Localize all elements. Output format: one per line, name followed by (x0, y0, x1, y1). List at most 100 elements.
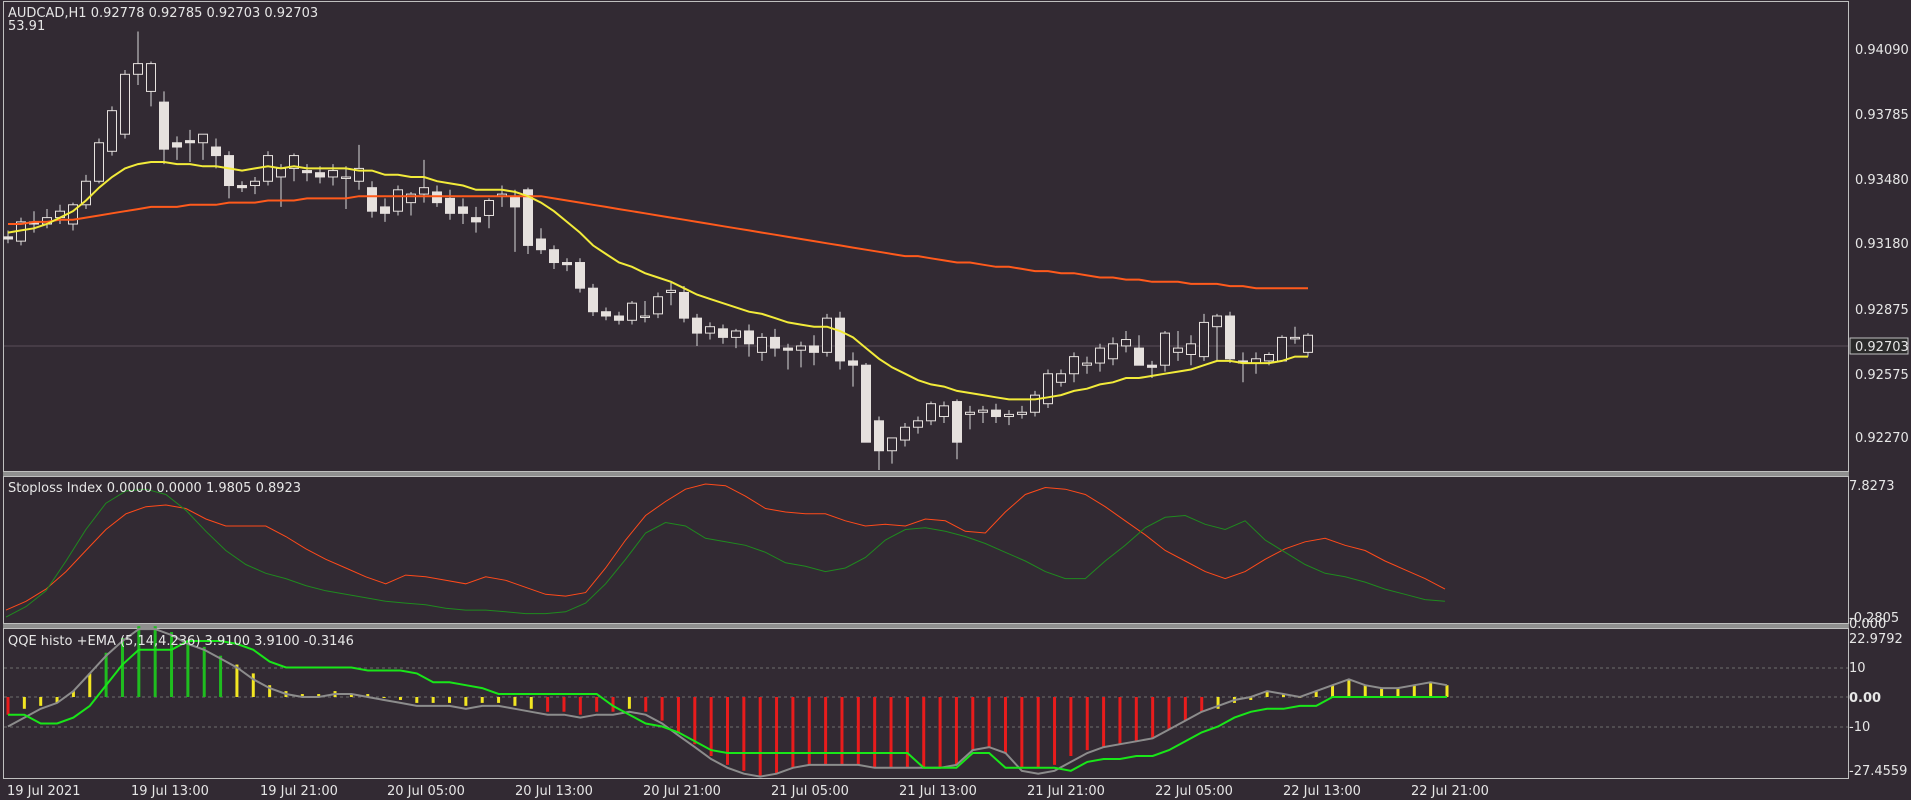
qqe-histogram-bar (856, 697, 860, 765)
qqe-10-label: 10 (1849, 661, 1866, 676)
qqe-histogram-bar (382, 697, 386, 698)
candle-body (107, 110, 117, 152)
candle-body (3, 236, 13, 240)
candle-body (549, 249, 559, 264)
qqe-histogram-bar (775, 697, 779, 774)
candle-body (731, 330, 741, 338)
qqe-histogram-bar (1036, 697, 1040, 768)
qqe-panel-frame (3, 628, 1849, 779)
candle-body (1212, 315, 1222, 328)
qqe-histogram-bar (170, 632, 174, 697)
candle-body (471, 217, 481, 223)
candle-body (211, 146, 221, 157)
candle-body (159, 101, 169, 150)
candle-body (783, 347, 793, 351)
qqe-histogram-bar (1429, 682, 1433, 697)
candle-body (861, 364, 871, 443)
candle-body (341, 176, 351, 179)
qqe-histogram-bar (1380, 688, 1384, 697)
ma-slow-line (8, 195, 1308, 290)
candle-body (393, 189, 403, 212)
qqe-histogram-bar (251, 673, 255, 697)
candle-body (822, 317, 832, 353)
candle-body (1056, 373, 1066, 383)
candle-body (614, 315, 624, 321)
qqe-histogram-bar (186, 640, 190, 697)
qqe-histogram-bar (22, 697, 26, 709)
qqe-histogram-bar (726, 697, 729, 765)
time-label: 19 Jul 2021 (7, 784, 81, 799)
qqe-histogram-bar (448, 697, 452, 703)
qqe-histogram-bar (905, 697, 909, 768)
qqe-histogram-bar (71, 691, 75, 697)
candle-body (900, 426, 910, 441)
candle-body (328, 170, 338, 178)
time-label: 21 Jul 05:00 (771, 784, 849, 799)
main-header: AUDCAD,H1 0.92778 0.92785 0.92703 0.9270… (8, 6, 318, 21)
candle-body (809, 345, 819, 353)
qqe-histogram-bar (137, 626, 141, 697)
candle-body (523, 189, 533, 246)
candles-group (3, 31, 1313, 470)
stoploss-series-line (5, 483, 1446, 611)
qqe-histogram-bar (398, 697, 402, 700)
candle-body (367, 187, 377, 212)
qqe-histogram-bar (235, 664, 239, 697)
candle-body (926, 403, 936, 422)
stoploss-qqe-separator[interactable] (3, 624, 1849, 628)
qqe-histogram-bar (758, 697, 762, 777)
time-label: 20 Jul 21:00 (643, 784, 721, 799)
moving-averages-group (7, 161, 1308, 401)
candle-body (1264, 354, 1274, 362)
candle-body (601, 311, 611, 317)
qqe-histogram-bar (1151, 697, 1155, 739)
qqe-histogram-bar (1069, 697, 1073, 756)
qqe-histogram-bar (88, 673, 92, 697)
candle-body (172, 142, 182, 148)
qqe-histogram-bar (1265, 691, 1269, 697)
qqe-histogram-bar (39, 697, 43, 706)
stoploss-zero-label: 0.000 (1849, 617, 1886, 632)
current-price-label: 0.92703 (1855, 340, 1909, 355)
qqe-histogram-bar (219, 655, 223, 697)
qqe-histogram-bar (742, 697, 746, 771)
qqe-histogram-bar (1249, 697, 1253, 700)
candle-body (562, 262, 572, 266)
qqe-histogram-bar (1053, 697, 1057, 765)
candle-body (133, 63, 143, 75)
price-label: 0.92270 (1855, 431, 1909, 446)
qqe-histogram-bar (1020, 697, 1024, 768)
candle-body (484, 200, 494, 216)
qqe-histogram-bar (611, 697, 615, 712)
main-stoploss-separator[interactable] (3, 472, 1849, 476)
time-label: 22 Jul 05:00 (1155, 784, 1233, 799)
candle-body (770, 336, 780, 349)
main-subheader: 53.91 (8, 19, 45, 34)
qqe-histogram-bar (1118, 697, 1122, 745)
qqe-histogram-bar (873, 697, 877, 768)
qqe-histogram-bar (1085, 697, 1089, 751)
qqe-histogram-bar (1216, 697, 1220, 709)
stoploss-max-label: 7.8273 (1849, 479, 1895, 494)
price-label: 0.94090 (1855, 43, 1909, 58)
candle-body (718, 328, 728, 338)
candle-body (1277, 336, 1287, 362)
candle-body (991, 409, 1001, 418)
time-label: 21 Jul 21:00 (1027, 784, 1105, 799)
candle-body (588, 287, 598, 313)
qqe-histogram-bar (889, 697, 893, 768)
qqe-header: QQE histo +EMA (5,14,4.236) 3.9100 3.910… (8, 634, 354, 649)
price-axis: 0.94090 0.93785 0.93480 0.93180 0.92875 … (1855, 43, 1909, 446)
candle-body (146, 63, 156, 92)
candle-body (978, 409, 988, 413)
price-label: 0.92575 (1855, 368, 1909, 383)
qqe-histogram-bar (546, 697, 550, 712)
candle-body (432, 191, 442, 204)
candle-body (1303, 334, 1313, 353)
price-label: 0.93480 (1855, 173, 1909, 188)
candle-body (1004, 413, 1014, 418)
time-label: 20 Jul 05:00 (387, 784, 465, 799)
price-label: 0.93785 (1855, 108, 1909, 123)
candle-body (1017, 411, 1027, 415)
qqe-histogram-bar (415, 697, 419, 703)
